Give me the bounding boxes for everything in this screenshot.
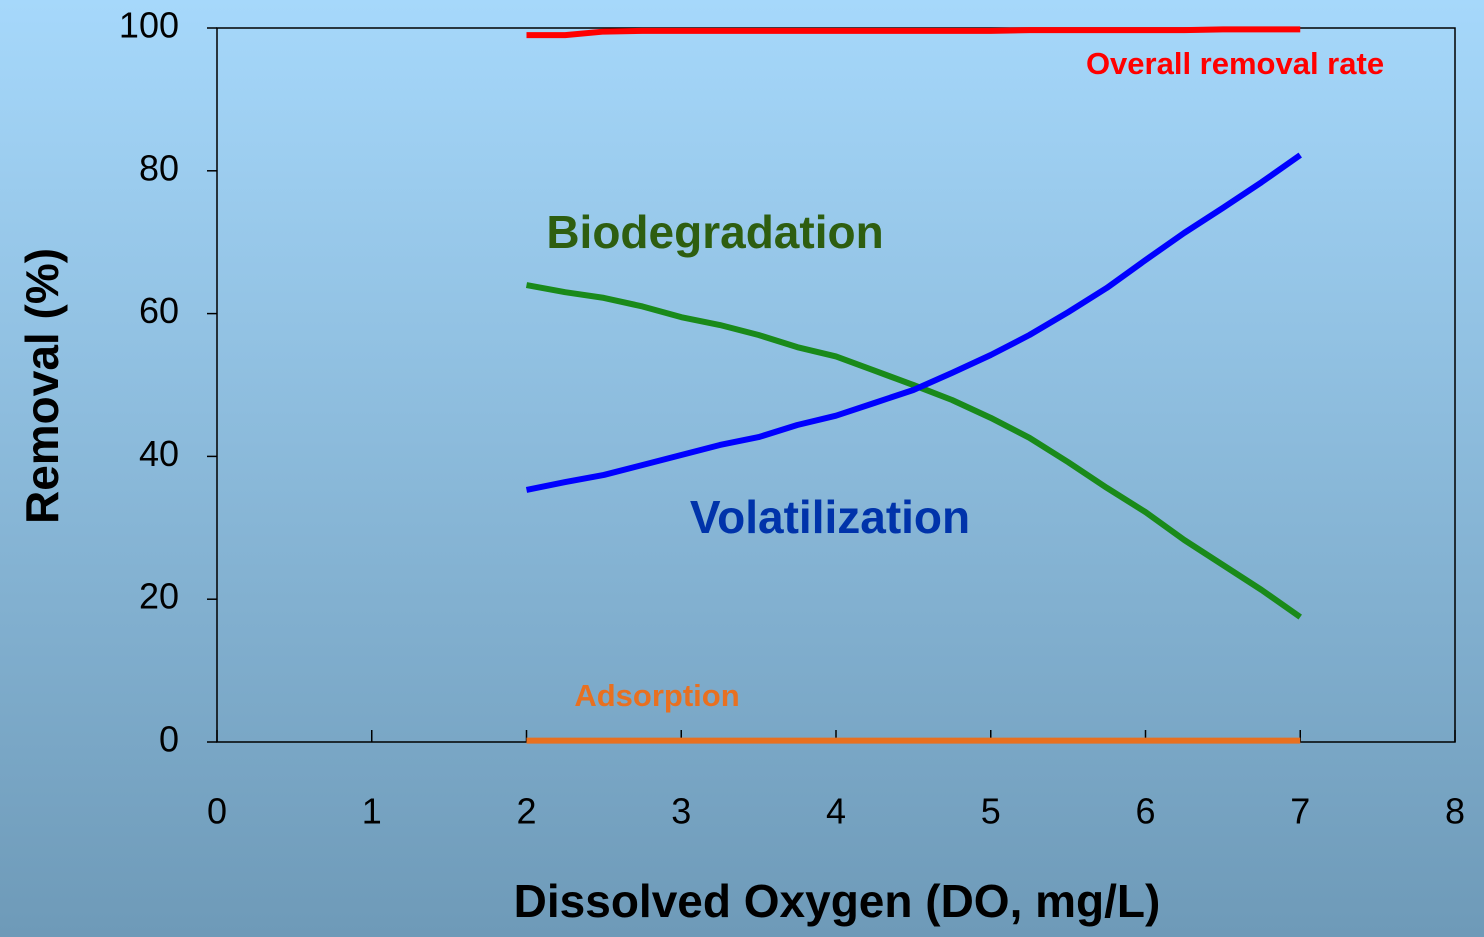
series-label: Adsorption <box>574 678 739 713</box>
series-line <box>525 152 1302 493</box>
x-tick-label: 7 <box>1290 791 1310 832</box>
x-tick-label: 8 <box>1445 791 1465 832</box>
series-line <box>525 282 1302 620</box>
series-label: Overall removal rate <box>1086 46 1384 81</box>
series-label: Biodegradation <box>546 206 883 258</box>
y-tick-label: 60 <box>139 290 179 331</box>
y-tick-label: 20 <box>139 576 179 617</box>
x-tick-label: 2 <box>516 791 536 832</box>
y-tick-label: 100 <box>119 5 179 46</box>
y-axis-title: Removal (%) <box>16 248 68 524</box>
x-axis-title: Dissolved Oxygen (DO, mg/L) <box>514 875 1161 927</box>
x-tick-label: 0 <box>207 791 227 832</box>
x-tick-label: 4 <box>826 791 846 832</box>
series-line <box>526 26 1301 39</box>
y-tick-label: 0 <box>159 719 179 760</box>
x-tick-label: 3 <box>671 791 691 832</box>
y-tick-label: 40 <box>139 433 179 474</box>
x-tick-label: 1 <box>362 791 382 832</box>
x-tick-label: 5 <box>981 791 1001 832</box>
series-label: Volatilization <box>690 491 970 543</box>
x-tick-label: 6 <box>1135 791 1155 832</box>
y-tick-label: 80 <box>139 147 179 188</box>
